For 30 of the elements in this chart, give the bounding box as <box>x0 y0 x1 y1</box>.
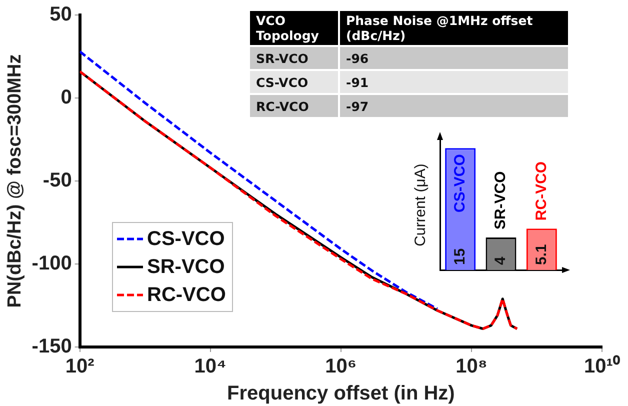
data-label: -97 <box>339 94 569 118</box>
legend-label: RC-VCO <box>147 284 226 306</box>
y-tick-label: 0 <box>60 86 72 109</box>
data-label: -96 <box>339 46 569 70</box>
x-tick-label: 10⁶ <box>325 356 357 378</box>
x-tick-label: 10² <box>65 356 95 378</box>
x-tick-label: 10⁸ <box>456 356 488 378</box>
data-label: 5.1 <box>532 244 550 265</box>
category-label: CS-VCO <box>249 70 339 94</box>
x-tick-label: 10⁴ <box>194 356 226 378</box>
x-axis-title: Frequency offset (in Hz) <box>227 382 455 405</box>
legend-label: SR-VCO <box>147 256 225 278</box>
y-tick-label: -50 <box>42 170 72 192</box>
data-label: 4 <box>492 256 510 265</box>
x-tick-label: RC-VCO <box>532 161 550 221</box>
legend-label: CS-VCO <box>147 228 225 250</box>
y-axis-title: PN(dBc/Hz) @ fosc=300MHz <box>4 54 26 308</box>
text: VCO Topology <box>249 10 339 46</box>
x-tick-label: SR-VCO <box>492 170 510 230</box>
x-tick-label: 10¹⁰ <box>584 354 620 378</box>
text: Phase Noise @1MHz offset (dBc/Hz) <box>339 10 569 46</box>
data-label: -91 <box>339 70 569 94</box>
y-tick-label: 50 <box>50 4 72 26</box>
y-axis-title: Current (μA) <box>412 164 430 246</box>
y-tick-label: -150 <box>32 336 72 358</box>
category-label: RC-VCO <box>249 94 339 118</box>
x-tick-label: CS-VCO <box>451 154 468 212</box>
category-label: SR-VCO <box>249 46 339 70</box>
y-tick-label: -100 <box>32 252 72 275</box>
data-label: 15 <box>451 248 468 265</box>
